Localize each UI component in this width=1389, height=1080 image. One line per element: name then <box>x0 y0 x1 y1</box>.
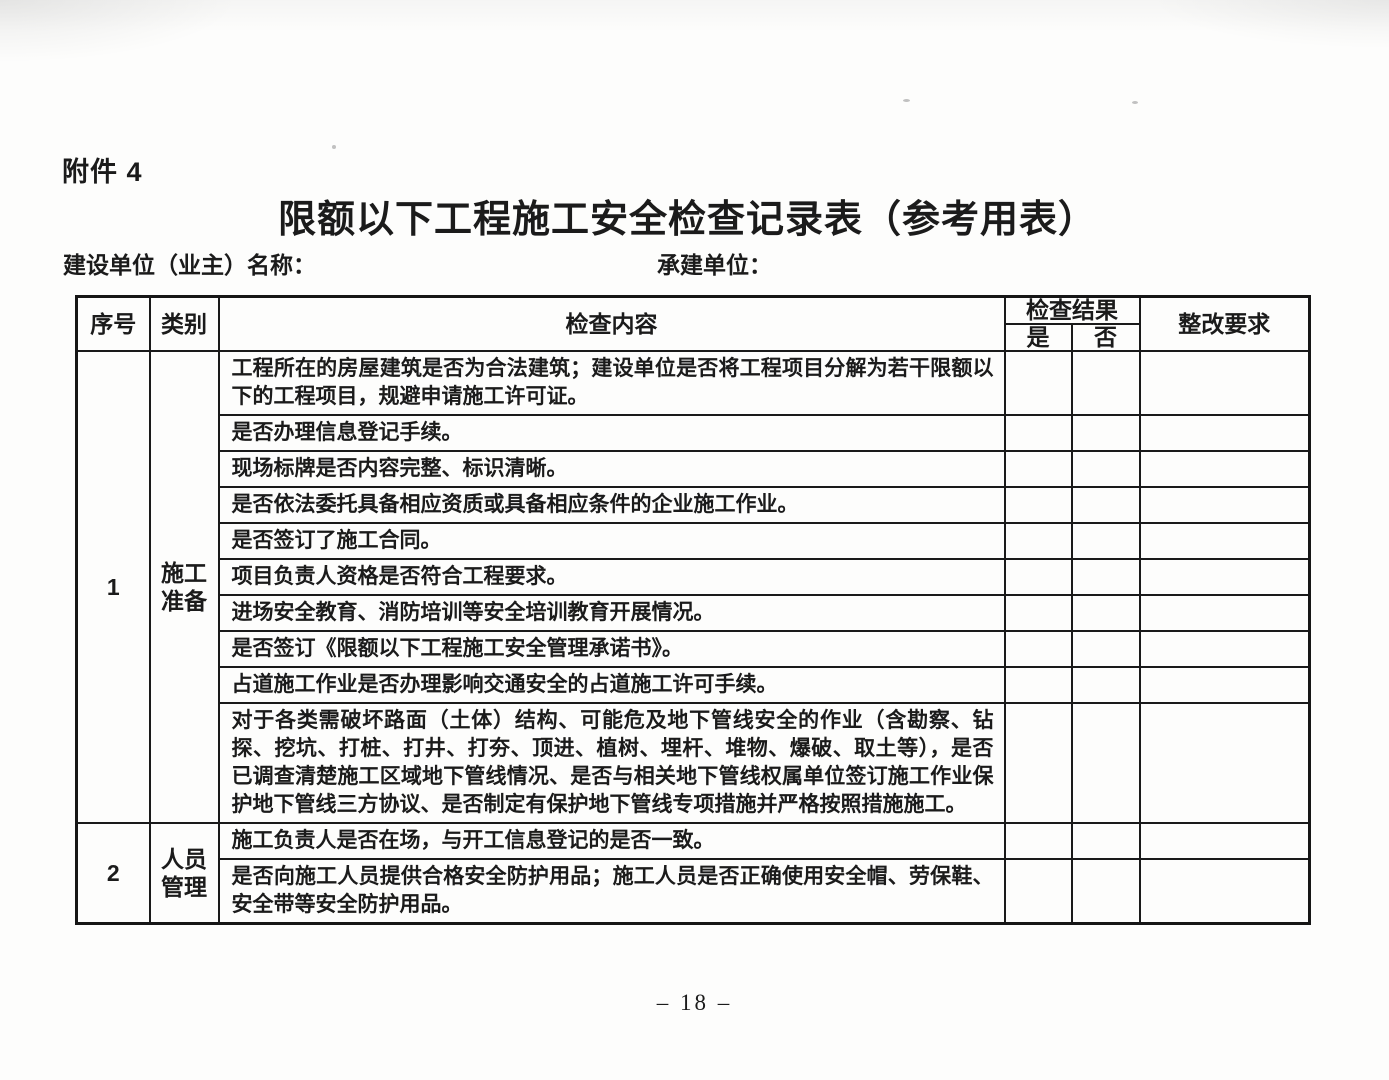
col-header-yes: 是 <box>1003 323 1073 352</box>
result-no-cell <box>1070 822 1141 860</box>
col-header-rectification: 整改要求 <box>1138 295 1311 352</box>
table-row: 是否签订了施工合同。 <box>77 522 1311 560</box>
contractor-label: 承建单位： <box>657 252 772 278</box>
table-row: 项目负责人资格是否符合工程要求。 <box>77 558 1311 596</box>
attachment-label: 附件 4 <box>62 157 143 187</box>
check-item-text: 占道施工作业是否办理影响交通安全的占道施工许可手续。 <box>217 666 1006 704</box>
result-no-cell <box>1070 858 1141 925</box>
result-yes-cell <box>1003 414 1073 452</box>
table-subheader-row: 是 否 <box>77 323 1310 352</box>
result-yes-cell <box>1003 666 1073 704</box>
result-yes-cell <box>1003 522 1073 560</box>
rectification-cell <box>1138 350 1311 416</box>
category-cell-personnel-mgmt: 人员管理 <box>148 822 220 925</box>
table-row: 对于各类需破坏路面（土体）结构、可能危及地下管线安全的作业（含勘察、钻探、挖坑、… <box>77 702 1311 824</box>
table-row: 现场标牌是否内容完整、标识清晰。 <box>77 450 1311 488</box>
rectification-cell <box>1138 858 1311 925</box>
table-row: 占道施工作业是否办理影响交通安全的占道施工许可手续。 <box>77 666 1311 704</box>
scan-speck <box>903 99 910 102</box>
table-row: 是否向施工人员提供合格安全防护用品；施工人员是否正确使用安全帽、劳保鞋、安全带等… <box>77 858 1311 925</box>
col-header-seq: 序号 <box>75 295 151 352</box>
result-yes-cell <box>1003 858 1073 925</box>
result-yes-cell <box>1003 822 1073 860</box>
col-header-result: 检查结果 <box>1003 295 1141 325</box>
rectification-cell <box>1138 666 1311 704</box>
page-number: – 18 – <box>656 990 733 1015</box>
scan-speck <box>1132 101 1138 104</box>
result-no-cell <box>1070 414 1141 452</box>
check-item-text: 是否签订《限额以下工程施工安全管理承诺书》。 <box>217 630 1006 668</box>
rectification-cell <box>1138 822 1311 860</box>
check-item-text: 是否签订了施工合同。 <box>217 522 1006 560</box>
result-yes-cell <box>1003 630 1073 668</box>
check-item-text: 施工负责人是否在场，与开工信息登记的是否一致。 <box>217 822 1006 860</box>
check-item-text: 是否依法委托具备相应资质或具备相应条件的企业施工作业。 <box>217 486 1006 524</box>
rectification-cell <box>1138 522 1311 560</box>
check-item-text: 是否办理信息登记手续。 <box>217 414 1006 452</box>
rectification-cell <box>1138 558 1311 596</box>
result-yes-cell <box>1003 558 1073 596</box>
table-row: 是否依法委托具备相应资质或具备相应条件的企业施工作业。 <box>77 486 1311 524</box>
table-row: 2 人员管理 施工负责人是否在场，与开工信息登记的是否一致。 <box>75 822 1311 925</box>
result-no-cell <box>1070 522 1141 560</box>
result-yes-cell <box>1003 702 1073 824</box>
result-yes-cell <box>1003 350 1073 416</box>
check-item-text: 项目负责人资格是否符合工程要求。 <box>217 558 1006 596</box>
result-no-cell <box>1070 702 1141 824</box>
rectification-cell <box>1138 414 1311 452</box>
owner-name-label: 建设单位（业主）名称： <box>63 252 316 278</box>
result-no-cell <box>1070 666 1141 704</box>
check-item-text: 是否向施工人员提供合格安全防护用品；施工人员是否正确使用安全帽、劳保鞋、安全带等… <box>217 858 1006 925</box>
rectification-cell <box>1138 702 1311 824</box>
table-header-row: 序号 类别 检查内容 检查结果 整改要求 <box>75 295 1311 352</box>
check-item-text: 对于各类需破坏路面（土体）结构、可能危及地下管线安全的作业（含勘察、钻探、挖坑、… <box>217 702 1006 824</box>
seq-cell-group1: 1 <box>75 350 151 824</box>
scan-speck <box>332 145 336 149</box>
result-no-cell <box>1070 350 1141 416</box>
table-row: 是否办理信息登记手续。 <box>77 414 1311 452</box>
table-row: 是否签订《限额以下工程施工安全管理承诺书》。 <box>77 630 1311 668</box>
rectification-cell <box>1138 630 1311 668</box>
page-title: 限额以下工程施工安全检查记录表（参考用表） <box>277 199 1097 241</box>
result-no-cell <box>1070 486 1141 524</box>
rectification-cell <box>1138 594 1311 632</box>
table-row: 进场安全教育、消防培训等安全培训教育开展情况。 <box>77 594 1311 632</box>
rectification-cell <box>1138 486 1311 524</box>
check-item-text: 现场标牌是否内容完整、标识清晰。 <box>217 450 1006 488</box>
col-header-no: 否 <box>1070 323 1141 352</box>
inspection-table: 序号 类别 检查内容 检查结果 整改要求 是 否 1 施工准备 工程所在的房屋建… <box>75 295 1311 925</box>
table-row: 1 施工准备 工程所在的房屋建筑是否为合法建筑；建设单位是否将工程项目分解为若干… <box>75 350 1311 824</box>
result-yes-cell <box>1003 486 1073 524</box>
category-cell-construction-prep: 施工准备 <box>148 350 220 824</box>
result-no-cell <box>1070 450 1141 488</box>
seq-cell-group2: 2 <box>75 822 151 925</box>
result-no-cell <box>1070 558 1141 596</box>
result-no-cell <box>1070 630 1141 668</box>
check-item-text: 工程所在的房屋建筑是否为合法建筑；建设单位是否将工程项目分解为若干限额以下的工程… <box>217 350 1006 416</box>
col-header-category: 类别 <box>148 295 220 352</box>
col-header-content: 检查内容 <box>217 295 1006 352</box>
result-yes-cell <box>1003 594 1073 632</box>
rectification-cell <box>1138 450 1311 488</box>
result-yes-cell <box>1003 450 1073 488</box>
result-no-cell <box>1070 594 1141 632</box>
check-item-text: 进场安全教育、消防培训等安全培训教育开展情况。 <box>217 594 1006 632</box>
